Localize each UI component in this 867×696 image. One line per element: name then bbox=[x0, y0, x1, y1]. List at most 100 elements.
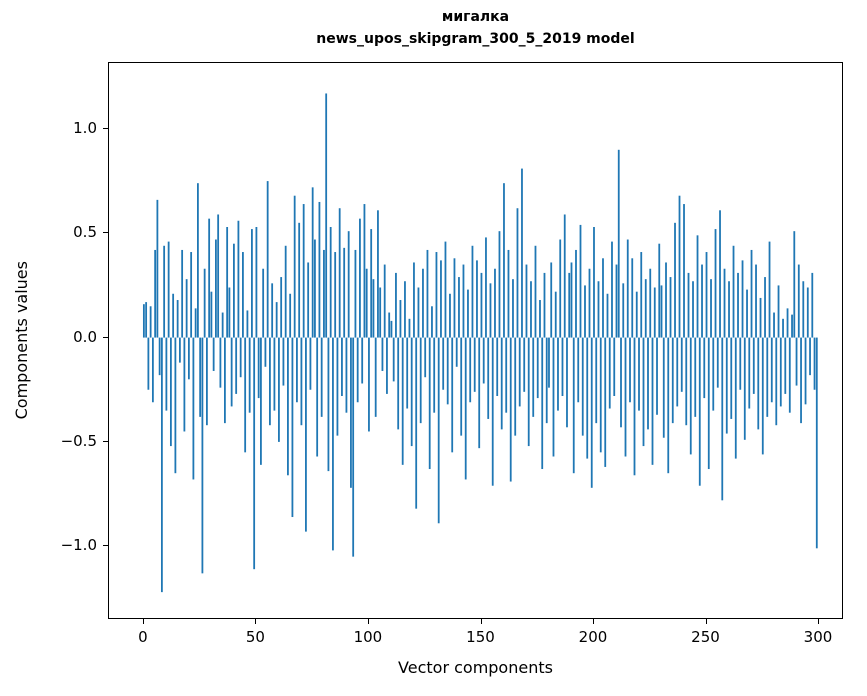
bar bbox=[635, 291, 638, 338]
bar bbox=[449, 293, 451, 338]
bar bbox=[773, 312, 775, 338]
title-block: мигалка news_upos_skipgram_300_5_2019 mo… bbox=[108, 6, 843, 50]
bar bbox=[201, 337, 204, 574]
bar bbox=[737, 272, 739, 338]
bar bbox=[757, 337, 760, 430]
bar bbox=[764, 277, 766, 338]
bar bbox=[721, 337, 724, 501]
bar bbox=[590, 337, 593, 488]
bar bbox=[768, 241, 771, 338]
bar bbox=[440, 260, 442, 338]
y-tick-mark bbox=[103, 336, 108, 338]
bar bbox=[397, 337, 400, 430]
y-tick-mark bbox=[103, 232, 108, 234]
bar bbox=[793, 231, 796, 338]
bar bbox=[217, 214, 220, 338]
bar bbox=[178, 337, 181, 363]
bar bbox=[527, 337, 530, 447]
bar bbox=[424, 337, 427, 378]
y-tick-label: 0.0 bbox=[73, 327, 97, 346]
bar bbox=[554, 291, 557, 338]
bar bbox=[491, 337, 494, 486]
bar bbox=[710, 279, 712, 338]
bar bbox=[584, 285, 586, 338]
bar bbox=[284, 245, 287, 338]
bar bbox=[354, 249, 357, 338]
bar bbox=[318, 201, 321, 338]
bar bbox=[552, 337, 555, 457]
bar bbox=[350, 337, 352, 488]
bar bbox=[775, 337, 778, 426]
bar bbox=[597, 281, 600, 338]
bar bbox=[707, 337, 710, 470]
bar bbox=[518, 337, 521, 407]
bar bbox=[174, 337, 177, 474]
bar bbox=[401, 337, 404, 465]
bar bbox=[419, 337, 422, 424]
x-tick-label: 100 bbox=[353, 628, 383, 646]
bar bbox=[568, 272, 571, 338]
bar bbox=[230, 337, 233, 407]
bar bbox=[746, 289, 748, 338]
bar bbox=[163, 245, 166, 338]
bar bbox=[752, 337, 755, 394]
x-tick-label: 150 bbox=[466, 628, 495, 646]
bar bbox=[536, 337, 539, 399]
bar bbox=[221, 312, 224, 338]
bar bbox=[314, 239, 316, 338]
bar bbox=[363, 204, 366, 338]
bar bbox=[561, 337, 564, 396]
bar bbox=[557, 337, 559, 411]
bar bbox=[478, 337, 481, 449]
bar bbox=[305, 337, 307, 532]
bar bbox=[327, 337, 330, 472]
bar bbox=[233, 243, 235, 338]
bar bbox=[680, 337, 683, 392]
bar bbox=[235, 337, 238, 394]
bar bbox=[428, 337, 431, 470]
bar bbox=[437, 337, 440, 524]
bar bbox=[156, 199, 159, 338]
bar bbox=[386, 337, 388, 394]
bar bbox=[392, 337, 395, 382]
bar bbox=[505, 337, 508, 413]
bar bbox=[390, 320, 393, 338]
x-tick-label: 250 bbox=[691, 628, 720, 646]
bar bbox=[372, 279, 375, 338]
bar bbox=[779, 337, 782, 407]
bar bbox=[352, 337, 355, 557]
bar bbox=[408, 318, 411, 338]
bar bbox=[800, 337, 802, 424]
bar bbox=[741, 260, 744, 338]
bar bbox=[784, 337, 787, 394]
bar bbox=[192, 337, 195, 480]
bar bbox=[714, 229, 717, 338]
bar bbox=[260, 337, 262, 465]
bar bbox=[379, 287, 382, 338]
bar bbox=[356, 337, 359, 403]
bar bbox=[458, 277, 460, 338]
x-tick-label: 300 bbox=[803, 628, 833, 646]
bar bbox=[377, 210, 379, 338]
bar bbox=[811, 272, 814, 338]
bar bbox=[575, 249, 577, 338]
bar bbox=[212, 337, 215, 371]
bar bbox=[197, 183, 199, 338]
bar bbox=[451, 337, 454, 453]
bar bbox=[667, 337, 670, 474]
bar bbox=[512, 279, 514, 338]
bar bbox=[797, 264, 800, 338]
bar bbox=[683, 204, 685, 338]
bar bbox=[588, 268, 591, 338]
bar bbox=[471, 245, 474, 338]
bar bbox=[750, 249, 753, 338]
bars-svg bbox=[142, 93, 818, 593]
bar bbox=[611, 241, 613, 338]
bar bbox=[158, 337, 161, 376]
bar bbox=[719, 210, 721, 338]
chart-title: мигалка bbox=[441, 9, 510, 25]
bar bbox=[332, 337, 334, 551]
bar bbox=[219, 337, 222, 388]
bar bbox=[426, 249, 429, 338]
bar bbox=[359, 218, 361, 338]
